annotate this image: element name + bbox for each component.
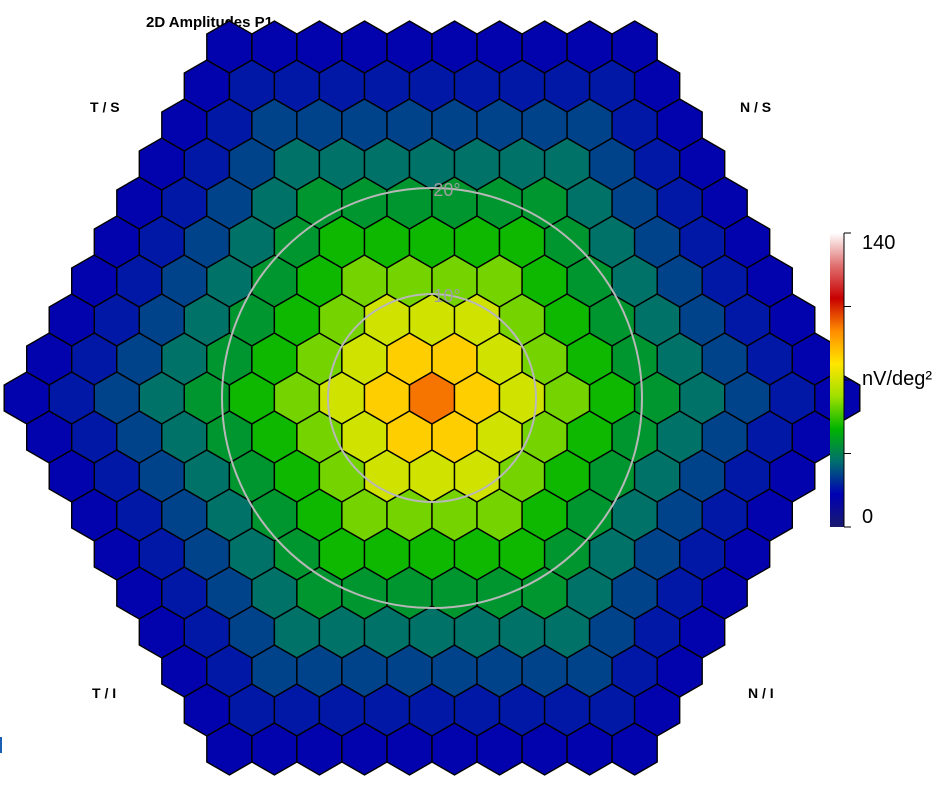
chart-title: 2D Amplitudes P1 <box>146 14 273 31</box>
quadrant-label-temporal-inferior: T / I <box>92 685 117 701</box>
colorbar-gradient <box>830 233 844 527</box>
eccentricity-rings: 20° 10° <box>221 180 643 609</box>
colorbar-unit-label: nV/deg² <box>862 368 933 390</box>
eccentricity-ring-label: 10° <box>433 286 460 306</box>
colorbar <box>830 232 851 528</box>
quadrant-label-nasal-inferior: N / I <box>748 685 774 701</box>
hexagon-layer <box>3 20 861 776</box>
edge-marker <box>0 737 2 753</box>
quadrant-label-temporal-superior: T / S <box>90 99 120 115</box>
colorbar-min-label: 0 <box>862 506 874 528</box>
eccentricity-ring-label: 20° <box>433 180 460 200</box>
colorbar-max-label: 140 <box>862 232 896 254</box>
quadrant-label-nasal-superior: N / S <box>740 99 772 115</box>
eccentricity-ring <box>221 187 643 609</box>
colorbar-ticks <box>843 232 851 528</box>
eccentricity-ring <box>327 293 537 503</box>
